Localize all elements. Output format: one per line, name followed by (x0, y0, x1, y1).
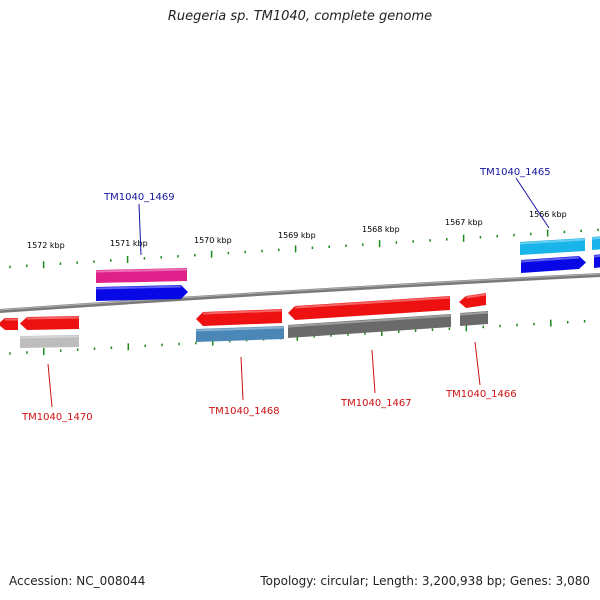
gene-1468-steel[interactable] (196, 326, 284, 342)
gene-1465-cyan[interactable] (520, 238, 585, 255)
gene-1468-red-shine (202, 309, 283, 315)
gene-label-1466[interactable]: TM1040_1466 (445, 389, 517, 400)
genome-title: Ruegeria sp. TM1040, complete genome (167, 9, 433, 24)
gene-1469-magenta-shine (95, 268, 188, 273)
gene-1467-red[interactable] (288, 296, 450, 320)
scale-label: 1567 kbp (445, 218, 483, 227)
gene-1464-cyan-shine (591, 236, 600, 240)
gene-1467-gray[interactable] (288, 314, 451, 338)
scale-labels: 1572 kbp 1571 kbp 1570 kbp 1569 kbp 1568… (27, 210, 567, 250)
gene-1465-blue-shine (520, 256, 580, 263)
gene-1469-magenta[interactable] (96, 268, 187, 283)
genome-summary-text: Topology: circular; Length: 3,200,938 bp… (260, 574, 590, 588)
gene-label-1468[interactable]: TM1040_1468 (208, 406, 280, 417)
gene-1468-red[interactable] (196, 309, 282, 326)
gene-1465-cyan-shine (519, 238, 586, 245)
gene-1469-blue[interactable] (96, 285, 188, 301)
gene-1470-red-shine (26, 316, 80, 320)
genome-backbone-highlight (0, 273, 600, 311)
gene-label-1470[interactable]: TM1040_1470 (21, 412, 93, 423)
scale-label: 1572 kbp (27, 241, 65, 250)
gene-1470-red-stub[interactable] (0, 318, 18, 330)
gene-1466-gray-shine (459, 311, 489, 316)
gene-1470-gray-shine (19, 335, 80, 339)
gene-label-1467[interactable]: TM1040_1467 (340, 398, 412, 409)
gene-features (0, 236, 600, 348)
gene-1464-blue[interactable] (594, 254, 600, 268)
gene-1467-gray-shine (287, 314, 452, 328)
gene-1469-blue-shine (95, 285, 182, 290)
scale-label: 1568 kbp (362, 225, 400, 234)
leader-line-1469 (138, 203, 142, 256)
leader-line-1470 (47, 363, 53, 408)
leader-line-1465 (515, 177, 550, 229)
leader-line-1468 (240, 356, 244, 401)
label-leaders (47, 177, 550, 408)
gene-1464-blue-shine (593, 254, 600, 258)
gene-label-1465[interactable]: TM1040_1465 (479, 167, 551, 178)
leader-line-1467 (371, 349, 376, 394)
gene-1468-steel-shine (195, 326, 285, 332)
accession-text: Accession: NC_008044 (9, 574, 146, 588)
gene-1466-gray[interactable] (460, 311, 488, 326)
leader-line-1466 (474, 341, 481, 386)
scale-label: 1570 kbp (194, 236, 232, 245)
gene-1467-red-shine (294, 296, 451, 309)
gene-1466-red-shine (465, 293, 487, 299)
gene-1466-red[interactable] (459, 293, 486, 308)
inner-tick-marks (9, 319, 586, 356)
scale-label: 1571 kbp (110, 239, 148, 248)
gene-1465-blue[interactable] (521, 256, 586, 273)
gene-1464-cyan[interactable] (592, 236, 600, 250)
genome-backbone (0, 273, 600, 313)
gene-label-1469[interactable]: TM1040_1469 (103, 192, 175, 203)
outer-tick-marks (9, 228, 599, 269)
gene-labels: TM1040_1469 TM1040_1465 TM1040_1470 TM10… (21, 167, 551, 423)
gene-1470-red[interactable] (20, 316, 79, 330)
scale-label: 1569 kbp (278, 231, 316, 240)
gene-1470-gray[interactable] (20, 335, 79, 348)
scale-label: 1566 kbp (529, 210, 567, 219)
